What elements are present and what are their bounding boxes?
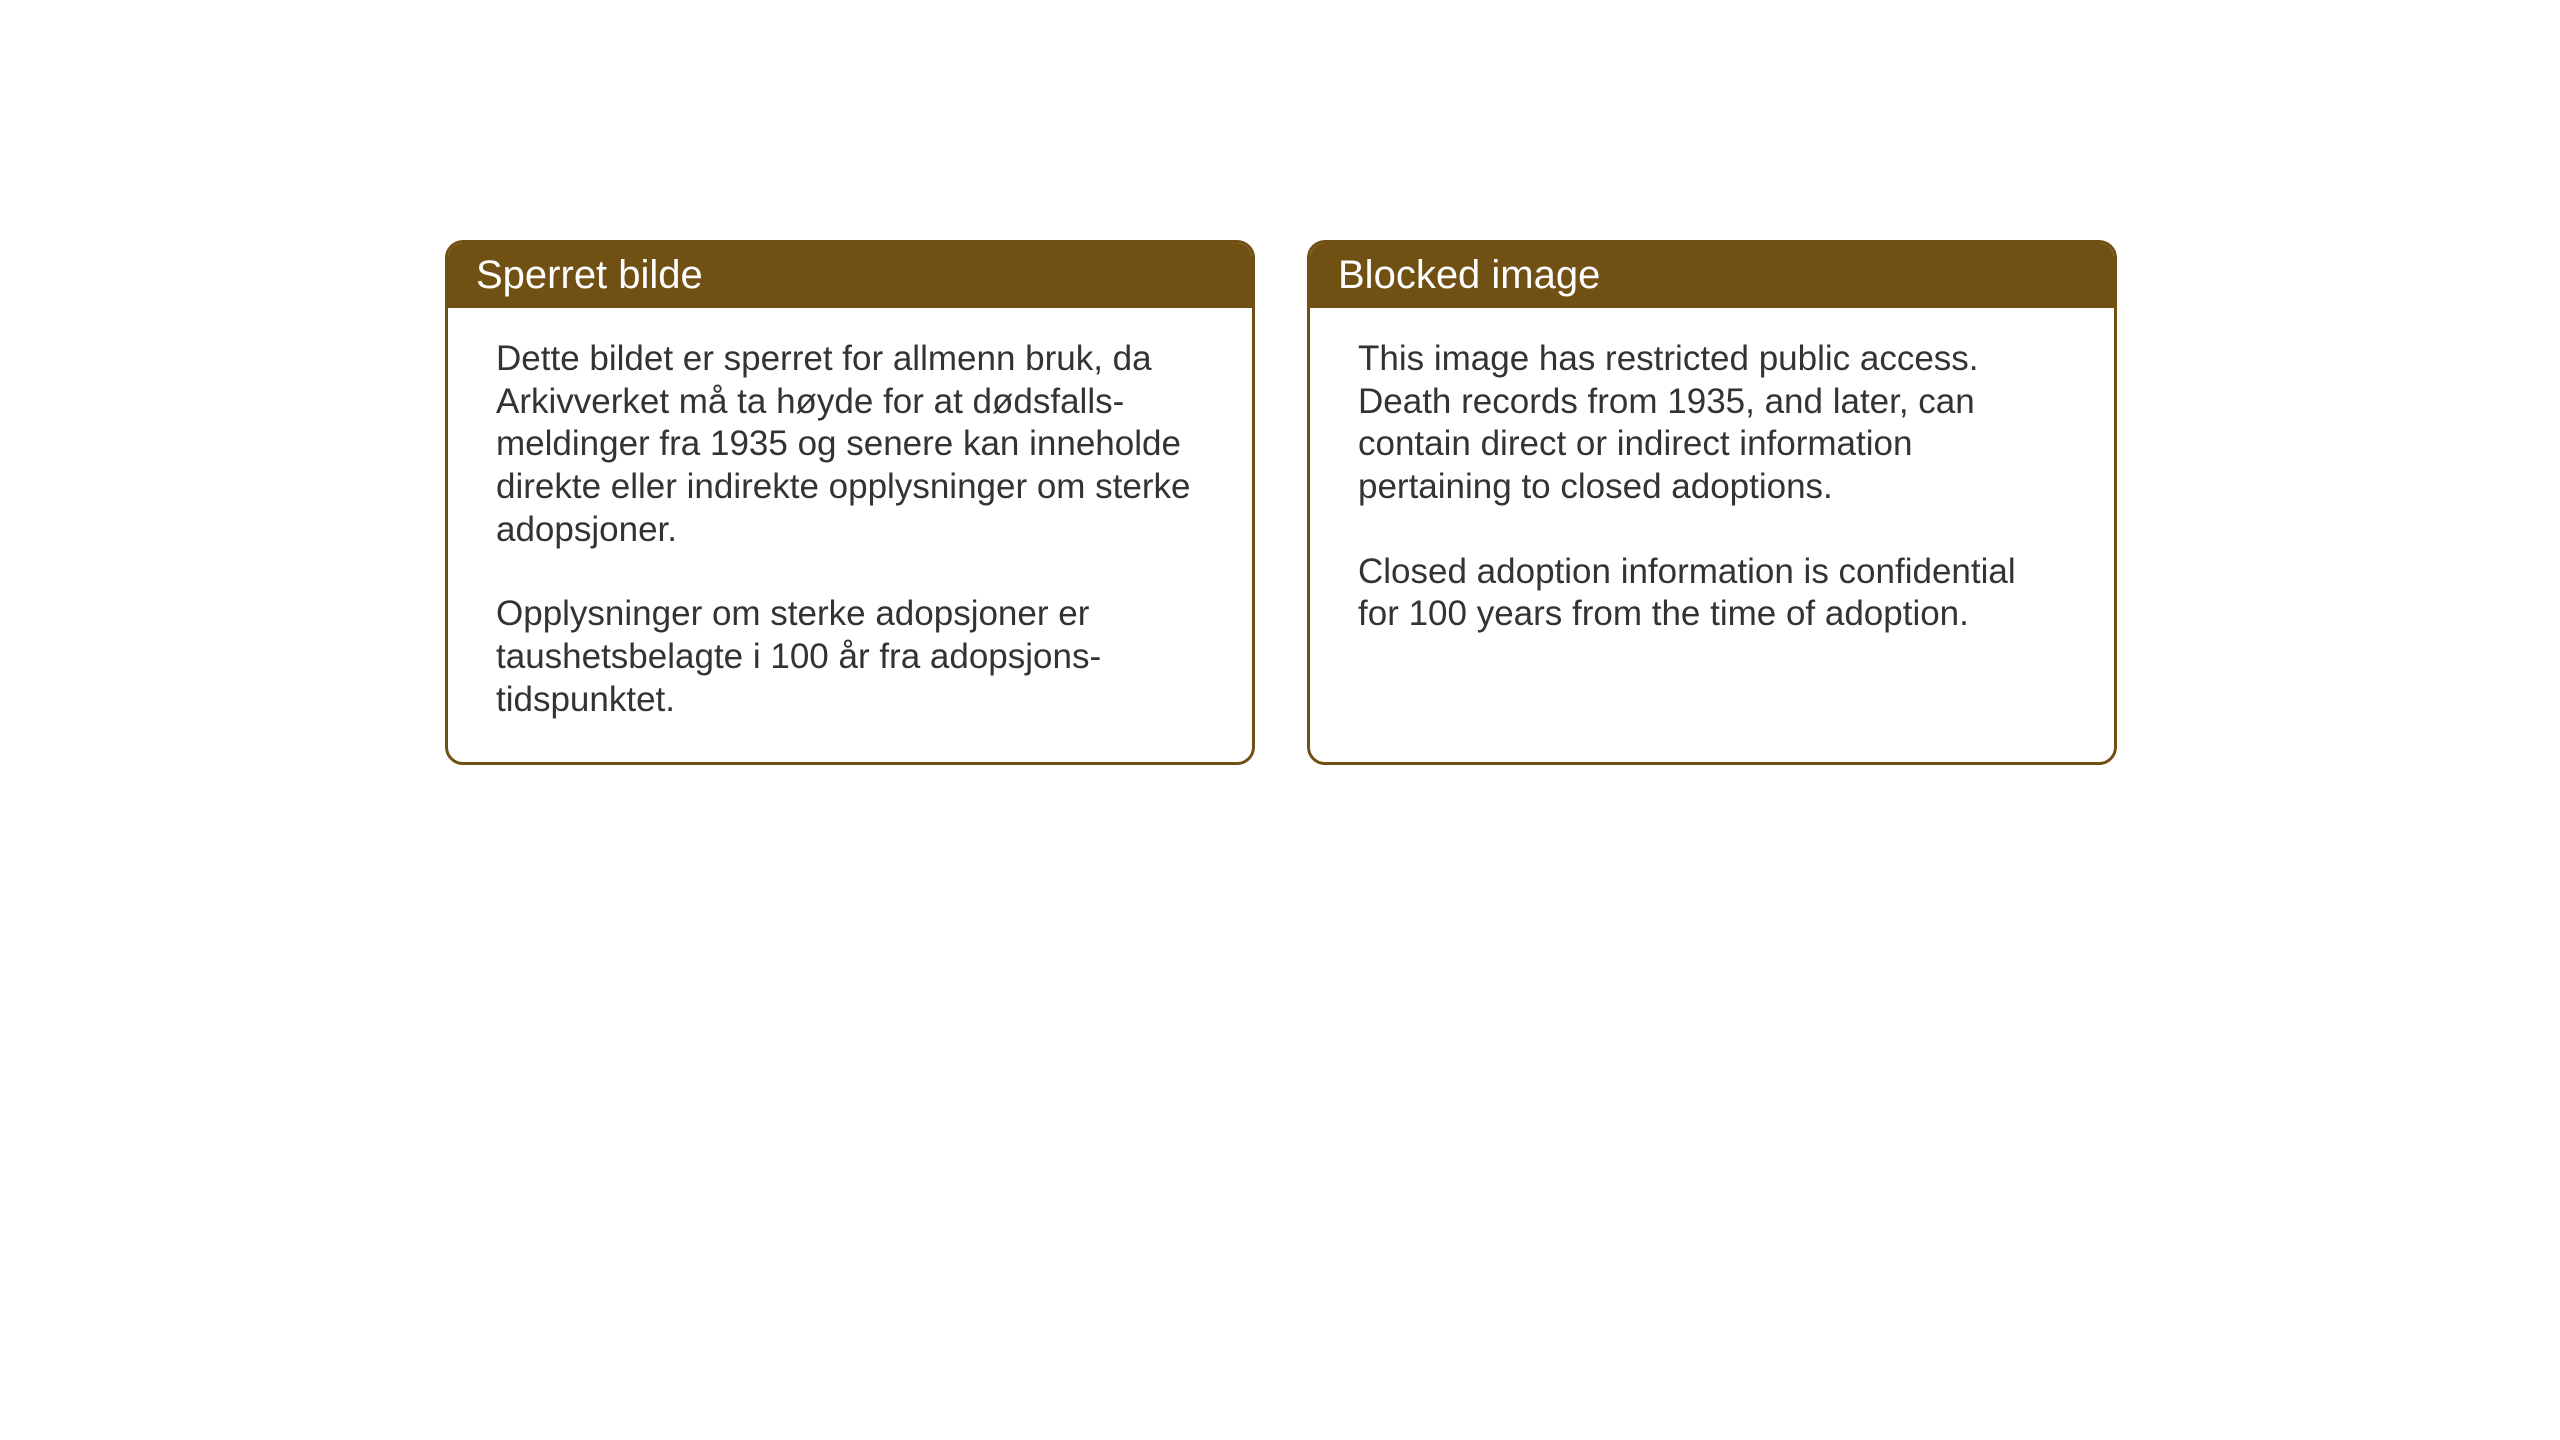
- norwegian-paragraph-1: Dette bildet er sperret for allmenn bruk…: [496, 338, 1204, 551]
- english-card-title: Blocked image: [1338, 253, 1600, 297]
- norwegian-card-title: Sperret bilde: [476, 253, 703, 297]
- english-card: Blocked image This image has restricted …: [1307, 240, 2117, 765]
- english-paragraph-2: Closed adoption information is confident…: [1358, 551, 2066, 636]
- cards-container: Sperret bilde Dette bildet er sperret fo…: [0, 0, 2560, 765]
- norwegian-card-header: Sperret bilde: [448, 243, 1252, 308]
- english-card-header: Blocked image: [1310, 243, 2114, 308]
- norwegian-paragraph-2: Opplysninger om sterke adopsjoner er tau…: [496, 593, 1204, 721]
- english-card-body: This image has restricted public access.…: [1310, 308, 2114, 676]
- norwegian-card: Sperret bilde Dette bildet er sperret fo…: [445, 240, 1255, 765]
- norwegian-card-body: Dette bildet er sperret for allmenn bruk…: [448, 308, 1252, 762]
- english-paragraph-1: This image has restricted public access.…: [1358, 338, 2066, 509]
